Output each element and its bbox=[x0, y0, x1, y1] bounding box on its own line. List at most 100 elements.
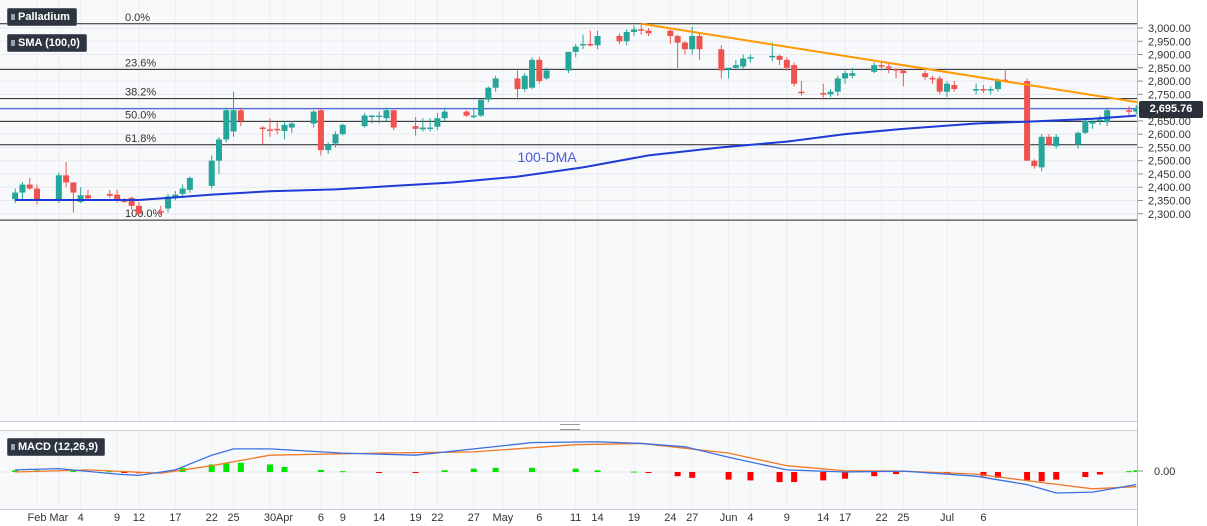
candle-body bbox=[783, 59, 790, 68]
candle-body bbox=[1045, 136, 1052, 145]
date-tick-label: 4 bbox=[78, 512, 84, 524]
date-tick-label: 25 bbox=[897, 512, 909, 524]
candle-body bbox=[587, 43, 594, 46]
price-tick-label: 2,300.00 bbox=[1148, 209, 1191, 221]
macd-histogram-bar bbox=[376, 472, 383, 473]
price-tick-label: 2,500.00 bbox=[1148, 156, 1191, 168]
candle-body bbox=[34, 188, 40, 200]
date-tick-label: Apr bbox=[276, 512, 293, 524]
candle-body bbox=[594, 35, 601, 46]
candle-body bbox=[77, 195, 84, 202]
candle-body bbox=[383, 110, 390, 119]
price-chart-pane[interactable]: 0.0% 23.6% 38.2% 50.0% 61.8% 100.0% 100-DMA bbox=[0, 0, 1137, 422]
candle-body bbox=[310, 111, 317, 124]
candle-body bbox=[980, 89, 987, 91]
pane-resize-handle[interactable] bbox=[560, 424, 580, 430]
date-tick-label: 19 bbox=[409, 512, 421, 524]
candle-body bbox=[106, 193, 113, 196]
candle-body bbox=[987, 89, 994, 91]
candle-body bbox=[944, 83, 950, 92]
candle-body bbox=[55, 175, 62, 200]
candle-body bbox=[186, 177, 193, 190]
date-tick-label: 27 bbox=[468, 512, 480, 524]
date-tick-label: 9 bbox=[114, 512, 120, 524]
candle-body bbox=[1075, 132, 1082, 145]
candle-body bbox=[776, 55, 783, 60]
candle-body bbox=[492, 78, 499, 88]
macd-histogram-bar bbox=[223, 462, 230, 472]
macd-histogram-bar bbox=[1053, 472, 1060, 480]
candle-body bbox=[791, 65, 798, 84]
macd-histogram-bar bbox=[674, 472, 681, 477]
macd-histogram-bar bbox=[572, 468, 579, 472]
candle-body bbox=[325, 144, 332, 151]
candle-body bbox=[463, 111, 470, 116]
date-tick-label: 6 bbox=[536, 512, 542, 524]
macd-histogram-bar bbox=[980, 472, 987, 477]
fib-level-label: 38.2% bbox=[125, 87, 156, 99]
price-tick-label: 2,450.00 bbox=[1148, 169, 1191, 181]
price-tick-label: 2,900.00 bbox=[1148, 50, 1191, 62]
candle-body bbox=[878, 65, 885, 67]
price-tick-label: 2,550.00 bbox=[1148, 142, 1191, 154]
candle-body bbox=[470, 115, 477, 118]
candle-body bbox=[521, 75, 528, 90]
macd-histogram-bar bbox=[842, 472, 849, 479]
candle-body bbox=[747, 57, 754, 59]
macd-legend[interactable]: MACD (12,26,9) bbox=[7, 438, 106, 456]
candle-body bbox=[165, 196, 172, 209]
candle-body bbox=[288, 123, 295, 128]
candle-body bbox=[951, 85, 958, 90]
date-tick-label: 14 bbox=[817, 512, 829, 524]
macd-histogram-bar bbox=[281, 466, 288, 472]
candle-body bbox=[936, 78, 943, 92]
date-tick-label: 30 bbox=[264, 512, 276, 524]
macd-histogram-bar bbox=[1126, 471, 1132, 473]
macd-chart[interactable] bbox=[0, 431, 1137, 509]
price-tick-label: 2,950.00 bbox=[1148, 36, 1191, 48]
candle-body bbox=[681, 42, 688, 50]
candle-body bbox=[871, 65, 878, 72]
candle-body bbox=[842, 73, 849, 79]
macd-histogram-bar bbox=[1024, 472, 1031, 481]
candle-body bbox=[929, 77, 936, 80]
candle-body bbox=[157, 211, 164, 213]
candle-body bbox=[70, 182, 77, 193]
candle-body bbox=[718, 49, 725, 71]
candle-body bbox=[223, 110, 230, 140]
candle-body bbox=[434, 118, 441, 127]
macd-line bbox=[15, 441, 1137, 494]
macd-pane[interactable] bbox=[0, 430, 1137, 510]
macd-histogram-bar bbox=[1096, 472, 1103, 475]
macd-histogram-bar bbox=[12, 470, 19, 472]
candle-body bbox=[281, 124, 288, 131]
macd-histogram-bar bbox=[776, 472, 783, 483]
macd-histogram-bar bbox=[1038, 472, 1045, 482]
macd-histogram-bar bbox=[820, 472, 827, 481]
price-tick-label: 2,350.00 bbox=[1148, 196, 1191, 208]
price-axis[interactable]: 3,000.00 2,950.00 2,900.00 2,850.00 2,800.00… bbox=[1137, 0, 1207, 526]
macd-histogram-bar bbox=[106, 471, 113, 473]
symbol-legend[interactable]: Palladium bbox=[7, 8, 77, 26]
candle-body bbox=[84, 195, 91, 199]
macd-histogram-bar bbox=[1133, 470, 1137, 472]
price-tick-label: 2,750.00 bbox=[1148, 89, 1191, 101]
candle-body bbox=[630, 29, 637, 32]
sma-legend[interactable]: SMA (100,0) bbox=[7, 34, 87, 52]
macd-histogram-bar bbox=[237, 462, 244, 472]
fib-level-label: 100.0% bbox=[125, 208, 163, 220]
candle-body bbox=[973, 89, 980, 91]
date-tick-label: 17 bbox=[839, 512, 851, 524]
date-tick-label: 25 bbox=[227, 512, 239, 524]
price-chart[interactable]: 0.0% 23.6% 38.2% 50.0% 61.8% 100.0% 100-DMA bbox=[0, 0, 1137, 421]
candle-body bbox=[543, 70, 550, 79]
candle-body bbox=[834, 78, 841, 92]
candle-body bbox=[274, 128, 281, 131]
macd-tick-label: 0.00 bbox=[1154, 466, 1175, 478]
candle-body bbox=[63, 175, 70, 183]
date-tick-label: 6 bbox=[318, 512, 324, 524]
candle-body bbox=[26, 184, 33, 189]
macd-histogram-bar bbox=[645, 472, 652, 473]
price-tick-label: 3,000.00 bbox=[1148, 23, 1191, 35]
candle-body bbox=[179, 188, 186, 194]
